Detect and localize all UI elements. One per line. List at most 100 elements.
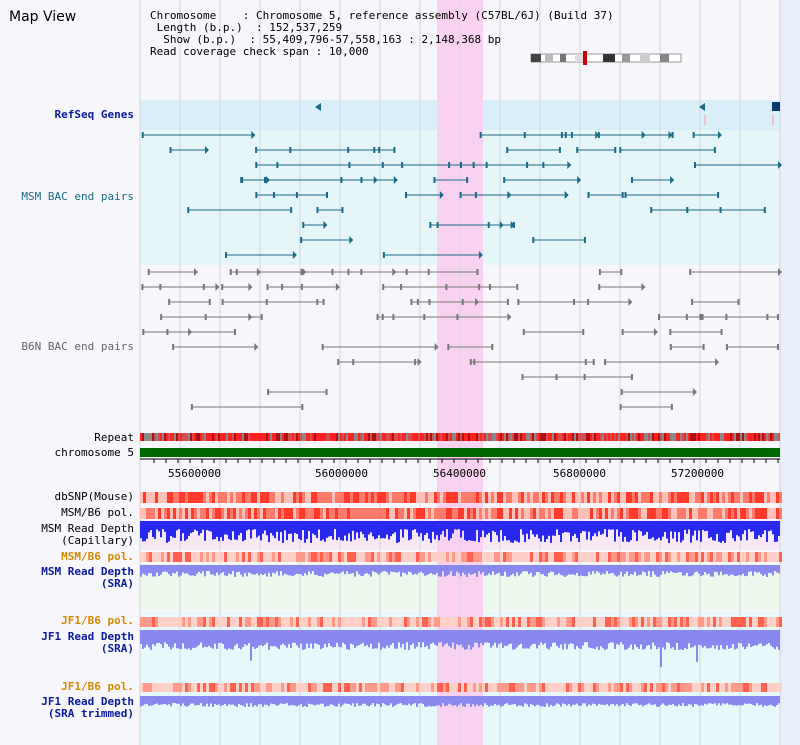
msm-capillary-depth-bar (688, 521, 690, 530)
jf1-sra-trimmed-depth-bar (750, 696, 752, 705)
track-label-refseq[interactable]: RefSeq Genes (54, 108, 134, 121)
jf1-b6-pol-strip (350, 617, 353, 627)
msm-b6-pol-strip (725, 552, 728, 562)
jf1-b6-pol-strip (224, 617, 227, 627)
msm-sra-depth-bar (330, 565, 332, 573)
msm-capillary-depth-bar (204, 521, 206, 541)
dbsnp-strip (404, 492, 407, 503)
jf1-sra-depth-bar (680, 630, 682, 650)
msm-bac-pair-end (360, 177, 363, 183)
jf1-b6-pol-strip (452, 617, 455, 627)
jf1-sra-depth-bar (184, 630, 186, 649)
msm-sra-depth-bar (594, 565, 596, 574)
jf1-b6-pol-strip (536, 683, 539, 692)
msm-sra-depth-bar (346, 565, 348, 572)
msm-capillary-depth-bar (326, 521, 328, 538)
refseq-gene (772, 102, 780, 111)
msm-b6-pol-strip (476, 508, 479, 519)
jf1-sra-depth-bar (454, 630, 456, 650)
msm-capillary-depth-bar (762, 521, 764, 535)
msm-capillary-depth-bar (574, 521, 576, 534)
msm-b6-pol-strip (737, 508, 740, 519)
msm-capillary-depth-bar (368, 521, 370, 535)
dbsnp-strip (599, 492, 602, 503)
msm-sra-depth-bar (256, 565, 258, 574)
msm-sra-depth-bar (334, 565, 336, 574)
msm-b6-pol-strip (659, 552, 662, 562)
jf1-b6-pol-strip (767, 617, 770, 627)
msm-b6-pol-strip (323, 508, 326, 519)
msm-b6-pol-strip (698, 508, 701, 519)
repeat-segment (202, 433, 204, 441)
msm-b6-pol-strip (623, 508, 626, 519)
jf1-sra-trimmed-depth-bar (176, 696, 178, 704)
msm-sra-depth-bar (192, 565, 194, 576)
jf1-b6-pol-strip (527, 617, 530, 627)
jf1-sra-depth-bar (606, 630, 608, 649)
jf1-b6-pol-strip (584, 617, 587, 627)
msm-b6-pol-strip (221, 552, 224, 562)
msm-capillary-depth-bar (480, 521, 482, 538)
msm-capillary-depth-bar (380, 521, 382, 539)
msm-b6-pol-strip (431, 508, 434, 519)
msm-bac-pair-end (255, 147, 258, 153)
jf1-sra-depth-bar (262, 630, 264, 646)
msm-sra-depth-bar (268, 565, 270, 573)
jf1-b6-pol-strip (620, 617, 623, 627)
msm-capillary-depth-bar (492, 521, 494, 531)
msm-b6-pol-strip (776, 552, 779, 562)
dbsnp-strip (209, 492, 212, 503)
msm-sra-depth-bar (672, 565, 674, 573)
msm-sra-depth-bar (172, 565, 174, 573)
jf1-b6-pol-strip (425, 617, 428, 627)
msm-b6-pol-strip (767, 552, 770, 562)
jf1-sra-trimmed-depth-bar (728, 696, 730, 705)
track-label-msm-bac[interactable]: MSM BAC end pairs (21, 190, 134, 203)
msm-capillary-depth-bar (710, 521, 712, 538)
jf1-b6-pol-strip (317, 617, 320, 627)
jf1-b6-pol-strip (200, 617, 203, 627)
msm-sra-depth-bar (516, 565, 518, 573)
jf1-sra-trimmed-depth-bar (718, 696, 720, 704)
jf1-b6-pol-strip (617, 683, 620, 692)
jf1-sra-trimmed-depth-bar (692, 696, 694, 707)
jf1-sra-depth-bar (726, 630, 728, 646)
msm-sra-depth-bar (220, 565, 222, 574)
jf1-sra-depth-bar (774, 630, 776, 650)
track-label-b6n-bac[interactable]: B6N BAC end pairs (21, 340, 134, 353)
repeat-segment (450, 433, 452, 441)
msm-sra-depth-bar (204, 565, 206, 577)
msm-b6-pol-strip (266, 552, 269, 562)
msm-b6-pol-strip (296, 552, 299, 562)
repeat-segment (244, 433, 246, 441)
msm-capillary-depth-bar (406, 521, 408, 530)
msm-sra-depth-bar (278, 565, 280, 576)
msm-bac-pair-end (763, 207, 766, 213)
msm-b6-pol-strip (479, 508, 482, 519)
jf1-sra-trimmed-depth-bar (196, 696, 198, 706)
jf1-sra-depth-bar (778, 630, 780, 650)
msm-b6-pol-strip (194, 508, 197, 519)
track-label-msm-b6-pol-2: MSM/B6 pol. (61, 550, 134, 563)
jf1-sra-depth-bar (320, 630, 322, 650)
repeat-segment (446, 433, 448, 441)
repeat-segment (210, 433, 212, 441)
repeat-segment (772, 433, 774, 441)
repeat-segment (544, 433, 546, 441)
msm-b6-pol-strip (245, 552, 248, 562)
jf1-b6-pol-strip (353, 683, 356, 692)
msm-sra-depth-bar (756, 565, 758, 573)
jf1-sra-depth-bar (656, 630, 658, 650)
msm-capillary-depth-bar (214, 521, 216, 540)
msm-sra-depth-bar (444, 565, 446, 577)
dbsnp-strip (260, 492, 263, 503)
jf1-sra-trimmed-depth-bar (664, 696, 666, 706)
msm-sra-depth-bar (540, 565, 542, 575)
jf1-b6-pol-strip (188, 617, 191, 627)
msm-capillary-depth-bar (154, 521, 156, 539)
msm-b6-pol-strip (572, 508, 575, 519)
msm-sra-depth-bar (238, 565, 240, 572)
jf1-b6-pol-strip (557, 617, 560, 627)
msm-bac-pair-end (474, 192, 477, 198)
dbsnp-strip (338, 492, 341, 503)
